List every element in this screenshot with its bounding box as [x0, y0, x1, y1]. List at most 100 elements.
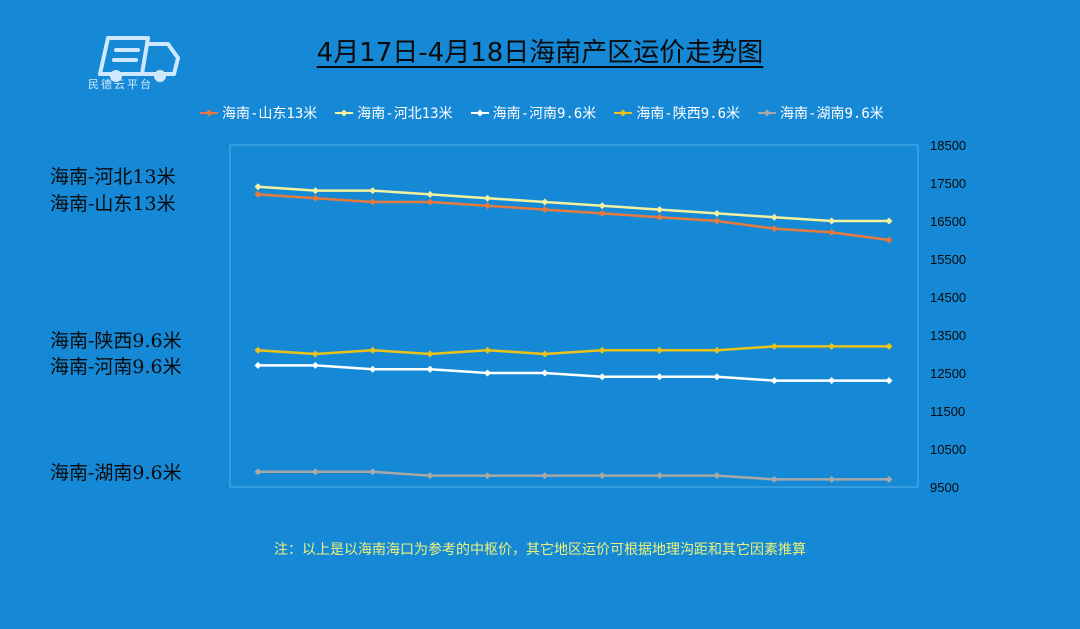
- data-point: [885, 377, 893, 385]
- truck-icon: [98, 36, 180, 82]
- series-line: [257, 185, 889, 223]
- data-point: [828, 377, 836, 385]
- data-point: [598, 202, 606, 210]
- data-point: [541, 369, 549, 377]
- legend-item: 海南-陕西9.6米: [614, 103, 740, 123]
- legend-item: 海南-湖南9.6米: [758, 103, 884, 123]
- data-point: [713, 209, 721, 217]
- data-point: [828, 475, 836, 483]
- y-tick-label: 11500: [930, 404, 965, 419]
- data-point: [483, 369, 491, 377]
- side-label-shandong: 海南-山东13米: [50, 193, 176, 215]
- data-point: [885, 217, 893, 225]
- data-point: [713, 217, 721, 225]
- y-tick-label: 10500: [930, 442, 966, 457]
- chart-legend: 海南-山东13米 海南-河北13米 海南-河南9.6米 海南-陕西9.6米 海南-湖南9…: [200, 103, 884, 123]
- data-point: [311, 361, 319, 369]
- data-point: [713, 472, 721, 480]
- data-point: [426, 190, 434, 198]
- data-point: [541, 206, 549, 214]
- legend-label: 海南-河南9.6米: [492, 106, 597, 122]
- series-line: [258, 470, 889, 481]
- data-point: [541, 350, 549, 358]
- data-point: [369, 198, 377, 206]
- data-point: [254, 361, 262, 369]
- y-tick-label: 18500: [930, 138, 966, 153]
- data-point: [656, 213, 664, 221]
- y-tick-label: 16500: [930, 214, 966, 229]
- legend-item: 海南-河南9.6米: [470, 103, 597, 123]
- data-point: [656, 472, 664, 480]
- data-point: [885, 342, 893, 350]
- legend-marker: [200, 109, 218, 117]
- data-point: [254, 346, 262, 354]
- data-point: [369, 346, 377, 354]
- data-point: [770, 213, 778, 221]
- data-point: [770, 342, 778, 350]
- y-tick-label: 12500: [930, 366, 966, 381]
- legend-label: 海南-山东13米: [222, 106, 318, 122]
- y-tick-label: 13500: [930, 328, 966, 343]
- legend-label: 海南-陕西9.6米: [636, 106, 741, 122]
- legend-label: 海南-河北13米: [357, 106, 453, 122]
- side-label-henan: 海南-河南9.6米: [50, 356, 182, 378]
- data-point: [483, 472, 491, 480]
- data-point: [426, 472, 434, 480]
- data-point: [770, 475, 778, 483]
- footnote: 注：以上是以海南海口为参考的中枢价，其它地区运价可根据地理沟距和其它因素推算: [274, 542, 806, 558]
- legend-label: 海南-湖南9.6米: [780, 106, 884, 122]
- side-label-hebei: 海南-河北13米: [50, 166, 176, 188]
- data-point: [656, 346, 664, 354]
- data-point: [885, 236, 893, 244]
- data-point: [828, 217, 836, 225]
- legend-marker: [614, 109, 633, 117]
- data-point: [426, 350, 434, 358]
- data-point: [311, 468, 319, 476]
- data-point: [311, 187, 319, 195]
- data-point: [885, 475, 893, 483]
- data-point: [369, 365, 377, 373]
- data-point: [311, 350, 319, 358]
- series-line: [258, 364, 889, 382]
- plot-area: [229, 144, 919, 488]
- y-tick-label: 17500: [930, 176, 966, 191]
- y-tick-label: 9500: [930, 480, 959, 495]
- data-point: [483, 346, 491, 354]
- data-point: [598, 209, 606, 217]
- data-point: [483, 194, 491, 202]
- data-point: [369, 468, 377, 476]
- series-line: [257, 345, 889, 356]
- data-point: [656, 373, 664, 381]
- data-point: [541, 472, 549, 480]
- data-point: [426, 365, 434, 373]
- side-label-shaanxi: 海南-陕西9.6米: [50, 330, 182, 352]
- data-point: [483, 202, 491, 210]
- data-point: [713, 346, 721, 354]
- data-point: [598, 472, 606, 480]
- data-point: [426, 198, 434, 206]
- data-point: [713, 373, 721, 381]
- data-point: [254, 190, 262, 198]
- data-point: [254, 183, 262, 191]
- data-point: [828, 228, 836, 236]
- data-point: [598, 373, 606, 381]
- chart-title: 4月17日-4月18日海南产区运价走势图: [316, 38, 764, 68]
- data-point: [770, 377, 778, 385]
- y-tick-label: 15500: [930, 252, 966, 267]
- data-point: [828, 342, 836, 350]
- legend-item: 海南-河北13米: [335, 103, 453, 123]
- data-point: [254, 468, 262, 476]
- legend-item: 海南-山东13米: [200, 103, 317, 123]
- data-point: [369, 187, 377, 195]
- data-point: [770, 225, 778, 233]
- side-label-hunan: 海南-湖南9.6米: [50, 462, 182, 484]
- logo-text: 民德云平台: [88, 78, 153, 91]
- data-point: [598, 346, 606, 354]
- data-point: [541, 198, 549, 206]
- data-point: [656, 206, 664, 214]
- data-point: [311, 194, 319, 202]
- legend-marker: [335, 109, 354, 117]
- legend-marker: [758, 109, 777, 117]
- legend-marker: [470, 109, 489, 117]
